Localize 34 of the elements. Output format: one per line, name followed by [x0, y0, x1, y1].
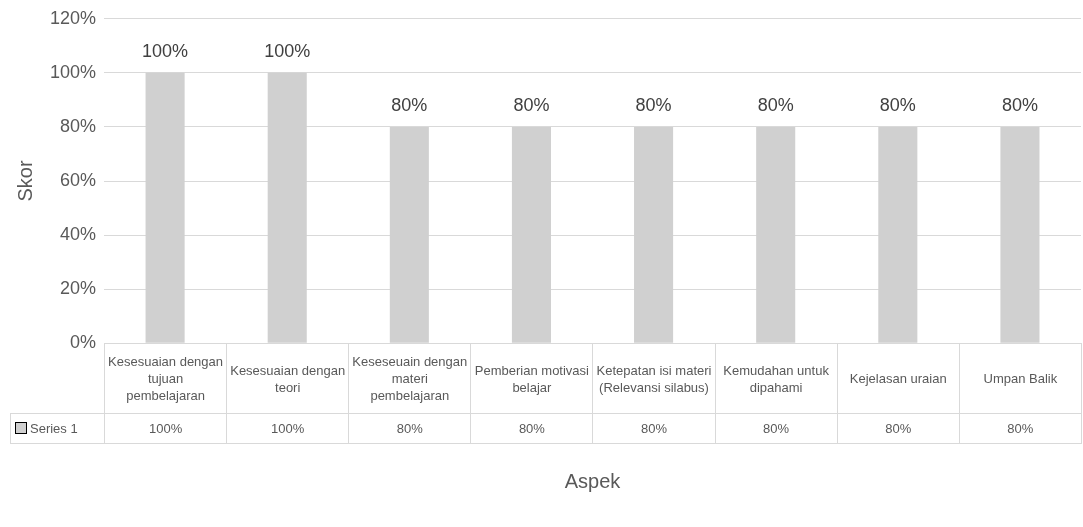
- data-label: 100%: [226, 413, 349, 444]
- y-tick-label: 120%: [49, 7, 97, 28]
- text: 80%: [757, 94, 794, 115]
- data-label: 80%: [959, 413, 1082, 444]
- y-tick-label: 80%: [60, 115, 97, 136]
- text: 80%: [391, 94, 428, 115]
- text: 100%: [264, 40, 311, 61]
- y-axis-title: Skor: [13, 160, 36, 202]
- text: 80%: [1001, 94, 1038, 115]
- text: 80%: [513, 94, 550, 115]
- y-tick-label: 20%: [60, 278, 97, 299]
- x-tick-label: Keseseuain dengan materi pembelajaran: [348, 343, 471, 414]
- legend-label: Series 1: [10, 413, 105, 444]
- text: 80%: [879, 94, 916, 115]
- data-label: 80%: [348, 413, 471, 444]
- x-tick-label: Kesesuaian dengan tujuan pembelajaran: [104, 343, 227, 414]
- data-label: 80%: [715, 413, 838, 444]
- y-tick-label: 40%: [60, 224, 97, 245]
- x-tick-label: Ketepatan isi materi (Relevansi silabus): [592, 343, 716, 414]
- y-tick-label: 60%: [60, 169, 97, 190]
- data-label: 80%: [837, 413, 960, 444]
- x-axis-title: Aspek: [563, 470, 622, 493]
- x-tick-label: Umpan Balik: [959, 343, 1082, 414]
- y-tick-label: 0%: [70, 332, 97, 353]
- x-tick-label: Kejelasan uraian: [837, 343, 960, 414]
- x-tick-label: Pemberian motivasi belajar: [470, 343, 593, 414]
- data-label: 80%: [592, 413, 716, 444]
- y-tick-label: 100%: [49, 61, 97, 82]
- x-tick-label: Kemudahan untuk dipahami: [715, 343, 838, 414]
- data-label: 100%: [104, 413, 227, 444]
- x-tick-label: Kesesuaian dengan teori: [226, 343, 349, 414]
- text: 80%: [635, 94, 672, 115]
- text: 100%: [142, 40, 189, 61]
- data-label: 80%: [470, 413, 593, 444]
